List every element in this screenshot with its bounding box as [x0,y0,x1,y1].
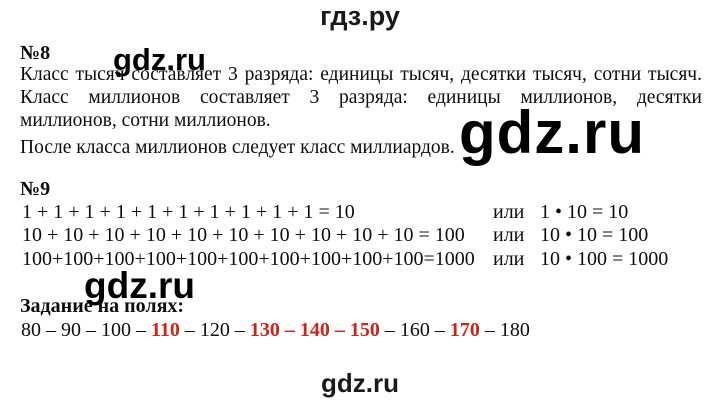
equation-product: 10 • 10 = 100 [540,224,649,246]
equation-row: 1 + 1 + 1 + 1 + 1 + 1 + 1 + 1 + 1 + 1 = … [22,201,628,224]
sequence-segment: 80 – 90 – 100 – [21,319,151,341]
task-8-answer-line: миллионов, сотни миллионов. [20,110,271,131]
margin-sequence: 80 – 90 – 100 – 110 – 120 – 130 – 140 – … [21,319,530,342]
gdz-watermark-2: gdz.ru [459,99,645,166]
equation-or-label: или [493,224,525,246]
equation-row: 100+100+100+100+100+100+100+100+100+100=… [22,248,668,271]
sequence-segment: – 120 – [179,319,250,341]
equation-sum: 1 + 1 + 1 + 1 + 1 + 1 + 1 + 1 + 1 + 1 = … [22,201,355,223]
gdz-watermark-1: gdz.ru [113,42,206,77]
task-8-answer-line: Класс тысяч составляет 3 разряда: единиц… [20,64,702,85]
task-8-answer-line: Класс миллионов составляет 3 разряда: ед… [20,87,702,108]
site-logo-top: гдз.ру [320,1,400,31]
site-logo-bottom: gdz.ru [321,368,399,398]
sequence-segment: – 160 – [379,319,450,341]
margin-task-title: Задание на полях: [20,295,185,317]
equation-product: 1 • 10 = 10 [540,201,629,223]
equation-or-label: или [493,201,525,223]
task-8-answer-line: После класса миллионов следует класс мил… [20,137,455,158]
equation-or-label: или [493,248,525,270]
sequence-segment-red: 130 – 140 – 150 [249,319,380,341]
equation-product: 10 • 100 = 1000 [540,248,669,270]
sequence-segment-red: 170 [449,319,480,341]
equation-sum: 100+100+100+100+100+100+100+100+100+100=… [22,248,475,270]
equation-sum: 10 + 10 + 10 + 10 + 10 + 10 + 10 + 10 + … [22,224,465,246]
task-8-number: №8 [20,42,51,64]
task-9-number: №9 [20,178,51,200]
sequence-segment-red: 110 [151,319,180,341]
equation-row: 10 + 10 + 10 + 10 + 10 + 10 + 10 + 10 + … [22,224,648,247]
gdz-watermark-3: gdz.ru [84,265,195,306]
sequence-segment: – 180 [479,319,530,341]
